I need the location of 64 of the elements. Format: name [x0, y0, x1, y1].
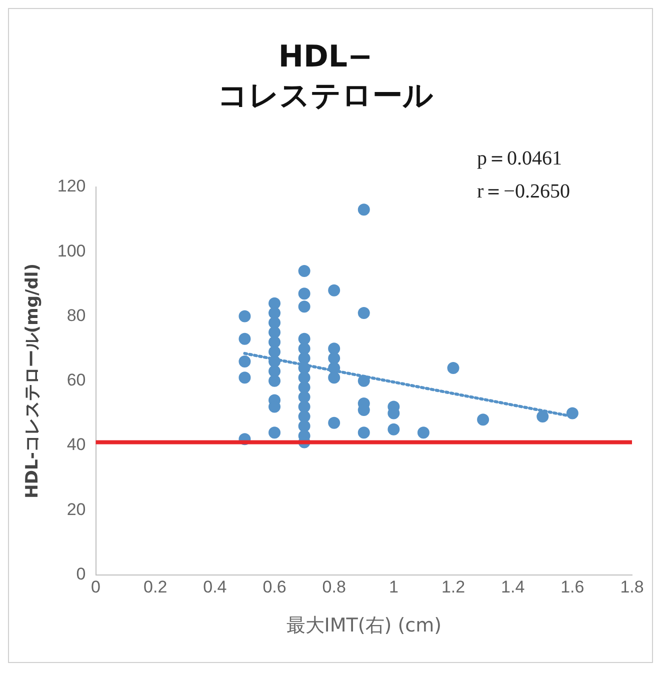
point: [358, 374, 370, 387]
y-tick-label: 60: [66, 370, 86, 390]
point: [268, 307, 281, 320]
x-tick-label: 1.2: [441, 578, 466, 597]
x-tick-label: 0.6: [262, 578, 286, 597]
point: [238, 332, 251, 345]
point: [328, 352, 340, 364]
x-tick-label: 1.4: [501, 578, 525, 597]
y-tick-label: 120: [57, 176, 86, 196]
point: [298, 381, 310, 394]
point: [268, 316, 281, 329]
y-tick-label: 20: [66, 500, 86, 519]
point: [238, 356, 251, 368]
y-tick-label: 0: [76, 564, 86, 584]
point: [238, 310, 251, 322]
point: [477, 414, 490, 426]
y-axis-title: HDL-コレステロール(mg/dl): [22, 263, 43, 498]
point: [268, 374, 281, 387]
point: [328, 342, 340, 355]
point: [358, 307, 370, 320]
point: [268, 297, 281, 310]
point: [268, 336, 281, 348]
annotation: r＝−0.2650: [477, 180, 570, 202]
point: [328, 372, 340, 384]
point: [298, 410, 310, 422]
text: p＝0.0461: [477, 147, 562, 170]
point: [388, 423, 400, 436]
point: [566, 407, 578, 420]
point: [298, 372, 310, 384]
point: [358, 426, 370, 439]
y-tick-label: 100: [57, 241, 86, 260]
point: [328, 284, 340, 296]
point: [328, 416, 340, 429]
point: [298, 420, 310, 432]
x-tick-label: 1.6: [560, 578, 584, 597]
point: [298, 265, 310, 278]
x-tick-label: 0.8: [322, 578, 346, 597]
chart-title: HDL− コレステロール: [218, 39, 434, 114]
point: [328, 362, 340, 374]
x-tick-label: 0.4: [203, 578, 227, 597]
point: [298, 352, 310, 364]
point: [298, 362, 310, 374]
point: [238, 372, 251, 384]
point: [298, 300, 310, 313]
x-tick-label: 0: [91, 578, 100, 597]
point: [268, 326, 281, 338]
point: [536, 410, 549, 422]
point: [298, 332, 310, 345]
point: [358, 204, 370, 216]
point: [268, 346, 281, 358]
point: [268, 426, 281, 439]
x-tick-label: 0.2: [144, 578, 168, 597]
point: [268, 365, 281, 378]
point: [298, 391, 310, 404]
y-tick-label: 40: [66, 435, 86, 454]
point: [417, 426, 430, 439]
point: [268, 356, 281, 368]
x-axis-title: 最大IMT(右) (cm): [286, 614, 442, 637]
point: [298, 342, 310, 355]
x-tick-label: 1: [388, 578, 398, 597]
x-tick-label: 1.8: [620, 578, 644, 597]
point: [298, 288, 310, 300]
point: [447, 362, 460, 374]
y-tick-label: 80: [66, 306, 86, 325]
